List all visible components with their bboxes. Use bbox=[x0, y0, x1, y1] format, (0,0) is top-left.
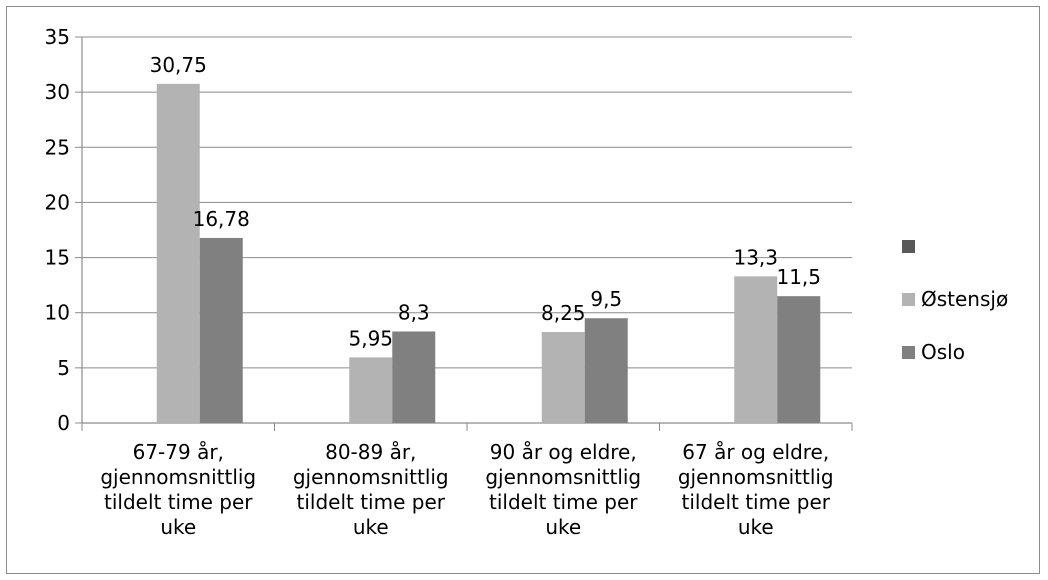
data-label: 11,5 bbox=[776, 265, 821, 289]
x-category-label: 67 år og eldre, gjennomsnittlig tildelt ti… bbox=[678, 440, 834, 539]
y-tick-label: 20 bbox=[45, 190, 70, 214]
data-label: 16,78 bbox=[193, 207, 250, 231]
x-category-label: 80-89 år, gjennomsnittlig tildelt time per… bbox=[293, 440, 449, 539]
y-tick-label: 10 bbox=[45, 301, 70, 325]
data-label: 8,3 bbox=[398, 300, 430, 324]
bar bbox=[584, 318, 628, 423]
bar bbox=[734, 276, 778, 423]
x-category-label: 90 år og eldre, gjennomsnittlig tildelt ti… bbox=[485, 440, 641, 539]
data-label: 13,3 bbox=[733, 245, 778, 269]
bar bbox=[541, 332, 585, 423]
data-label: 5,95 bbox=[348, 326, 393, 350]
y-tick-label: 15 bbox=[45, 246, 70, 270]
bar bbox=[156, 83, 200, 423]
legend-swatch bbox=[902, 293, 915, 306]
data-label: 9,5 bbox=[590, 287, 622, 311]
y-tick-label: 35 bbox=[45, 25, 70, 49]
legend-swatch bbox=[902, 346, 915, 359]
legend-swatch bbox=[902, 240, 915, 253]
y-tick-label: 30 bbox=[45, 80, 70, 104]
legend-label: Østensjø bbox=[921, 287, 1008, 311]
bar bbox=[349, 357, 393, 423]
data-label: 8,25 bbox=[541, 301, 586, 325]
legend-label: Oslo bbox=[921, 340, 965, 364]
bar bbox=[777, 296, 821, 423]
bar bbox=[199, 237, 243, 423]
y-tick-label: 0 bbox=[57, 411, 70, 435]
bar bbox=[392, 331, 436, 423]
y-tick-label: 25 bbox=[45, 135, 70, 159]
y-tick-label: 5 bbox=[57, 356, 70, 380]
data-label: 30,75 bbox=[150, 53, 207, 77]
x-category-label: 67-79 år, gjennomsnittlig tildelt time per… bbox=[100, 440, 256, 539]
